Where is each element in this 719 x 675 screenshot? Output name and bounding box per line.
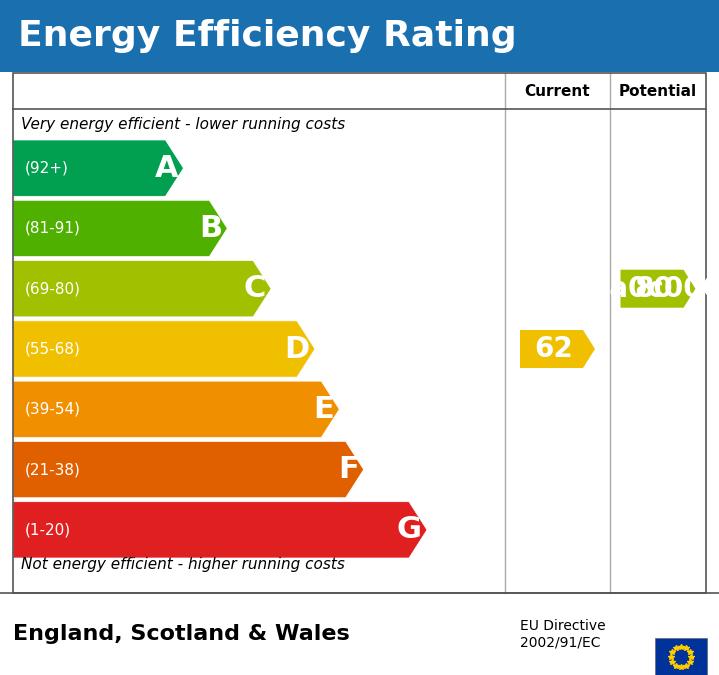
Text: E: E: [313, 395, 334, 424]
Text: EU Directive
2002/91/EC: EU Directive 2002/91/EC: [520, 619, 605, 649]
Text: Current: Current: [525, 84, 590, 99]
Text: F: F: [338, 455, 359, 484]
Text: (55-68): (55-68): [25, 342, 81, 356]
Text: D: D: [285, 335, 310, 364]
Text: England, Scotland & Wales: England, Scotland & Wales: [13, 624, 349, 644]
Polygon shape: [520, 330, 595, 368]
Text: Not energy efficient - higher running costs: Not energy efficient - higher running co…: [21, 558, 345, 572]
Text: Very energy efficient - lower running costs: Very energy efficient - lower running co…: [21, 117, 345, 132]
Polygon shape: [13, 140, 183, 196]
Text: Potential: Potential: [619, 84, 697, 99]
Text: 80: 80: [635, 275, 674, 302]
Text: #a0c000: #a0c000: [586, 275, 719, 302]
Text: 62: 62: [534, 335, 573, 363]
Text: Energy Efficiency Rating: Energy Efficiency Rating: [18, 19, 517, 53]
Text: (39-54): (39-54): [25, 402, 81, 416]
Polygon shape: [13, 321, 315, 377]
Polygon shape: [620, 270, 695, 308]
Text: (92+): (92+): [25, 161, 69, 176]
Bar: [0, 593, 719, 675]
FancyBboxPatch shape: [0, 0, 719, 72]
Polygon shape: [13, 200, 227, 256]
Polygon shape: [13, 502, 427, 558]
Text: B: B: [199, 214, 222, 243]
Polygon shape: [13, 381, 339, 437]
Polygon shape: [13, 261, 271, 317]
Bar: [655, 638, 707, 675]
Text: (1-20): (1-20): [25, 522, 71, 537]
Text: (69-80): (69-80): [25, 281, 81, 296]
Text: A: A: [155, 154, 178, 183]
Text: G: G: [397, 515, 422, 544]
Text: (21-38): (21-38): [25, 462, 81, 477]
Text: (81-91): (81-91): [25, 221, 81, 236]
Polygon shape: [13, 441, 364, 497]
Text: C: C: [244, 274, 266, 303]
Bar: [13, 73, 706, 109]
Bar: [13, 73, 706, 593]
